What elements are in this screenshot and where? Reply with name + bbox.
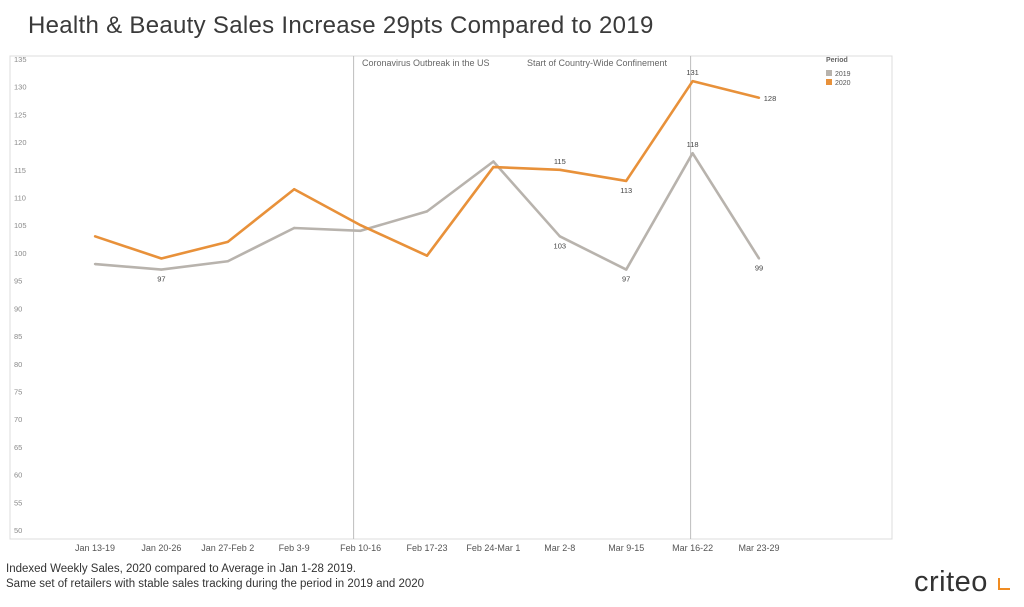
data-point-2019 <box>691 152 694 155</box>
data-point-2019 <box>226 260 229 263</box>
data-label-2019: 97 <box>622 275 630 284</box>
data-point-2019 <box>757 257 761 260</box>
x-tick-label: Jan 27-Feb 2 <box>201 543 254 553</box>
data-point-2020 <box>226 240 229 244</box>
data-label-2020: 131 <box>686 68 699 77</box>
series-line-2020 <box>94 79 760 260</box>
legend: Period 2019 2020 <box>826 57 851 87</box>
y-tick-label: 100 <box>14 249 27 258</box>
data-label-2020: 113 <box>620 186 632 195</box>
data-point-2020 <box>93 235 97 238</box>
legend-title: Period <box>826 57 848 64</box>
annotations: Coronavirus Outbreak in the US Start of C… <box>353 56 692 539</box>
y-tick-label: 95 <box>14 277 22 286</box>
y-tick-label: 70 <box>14 415 22 424</box>
data-point-2019 <box>359 229 362 232</box>
y-tick-label: 80 <box>14 360 22 369</box>
x-tick-label: Mar 23-29 <box>738 543 779 553</box>
x-tick-label: Mar 16-22 <box>672 543 713 553</box>
data-point-2019 <box>293 226 296 230</box>
footnote-methodology: Indexed Weekly Sales, 2020 compared to A… <box>6 563 356 575</box>
x-tick-label: Jan 20-26 <box>141 543 181 553</box>
x-axis: Jan 13-19 Jan 20-26 Jan 27-Feb 2 Feb 3-9 Feb… <box>75 543 780 553</box>
logo-mark-icon <box>998 578 1010 590</box>
data-point-2020 <box>625 179 628 183</box>
series-lines <box>93 79 761 271</box>
data-point-2020 <box>691 79 694 83</box>
data-point-2019 <box>160 268 163 271</box>
data-point-2020 <box>492 165 495 169</box>
x-tick-label: Mar 2-8 <box>544 543 575 553</box>
criteo-logo: criteo <box>914 566 988 598</box>
x-tick-label: Feb 3-9 <box>279 543 310 553</box>
y-tick-label: 120 <box>14 138 27 147</box>
data-labels: 97 103 97 118 99 115 113 131 128 <box>157 68 776 283</box>
data-label-2020: 128 <box>764 94 777 103</box>
data-point-2020 <box>558 168 561 172</box>
data-label-2019: 97 <box>157 275 165 284</box>
y-tick-label: 55 <box>14 498 22 507</box>
x-tick-label: Feb 17-23 <box>406 543 447 553</box>
x-tick-label: Mar 9-15 <box>608 543 644 553</box>
y-tick-label: 115 <box>14 166 26 175</box>
legend-label-2019: 2019 <box>835 71 851 78</box>
y-tick-label: 125 <box>14 110 27 119</box>
data-point-2020 <box>425 254 429 257</box>
y-tick-label: 110 <box>14 194 26 203</box>
footnote-retailers: Same set of retailers with stable sales … <box>6 578 425 590</box>
annotation-label: Start of Country-Wide Confinement <box>527 58 668 68</box>
data-point-2020 <box>293 188 296 191</box>
chart-title: Health & Beauty Sales Increase 29pts Com… <box>28 12 654 39</box>
x-tick-label: Jan 13-19 <box>75 543 115 553</box>
plot-frame <box>9 55 893 540</box>
data-label-2020: 115 <box>554 157 566 166</box>
y-tick-label: 130 <box>14 83 27 92</box>
data-point-2020 <box>359 224 362 227</box>
data-point-2019 <box>492 160 495 163</box>
legend-label-2020: 2020 <box>835 80 851 87</box>
y-tick-label: 60 <box>14 471 22 480</box>
data-point-2020 <box>160 257 163 260</box>
y-tick-label: 65 <box>14 443 22 452</box>
data-point-2019 <box>425 210 429 213</box>
data-point-2019 <box>93 262 97 266</box>
y-tick-label: 105 <box>14 221 27 230</box>
data-point-2020 <box>757 96 761 99</box>
y-tick-label: 90 <box>14 304 22 313</box>
data-label-2019: 103 <box>554 241 567 250</box>
legend-swatch-2020 <box>826 79 832 85</box>
y-tick-label: 75 <box>14 387 22 396</box>
annotation-label: Coronavirus Outbreak in the US <box>362 58 490 68</box>
y-tick-label: 135 <box>14 55 27 64</box>
y-axis: 50 55 60 65 70 75 80 85 90 95 100 105 110 115 120 125 13… <box>14 55 27 535</box>
data-label-2019: 118 <box>687 140 699 149</box>
x-tick-label: Feb 10-16 <box>340 543 381 553</box>
y-tick-label: 85 <box>14 332 22 341</box>
data-point-2019 <box>625 268 628 271</box>
x-tick-label: Feb 24-Mar 1 <box>466 543 520 553</box>
legend-swatch-2019 <box>826 70 832 76</box>
data-label-2019: 99 <box>755 263 763 272</box>
data-point-2019 <box>558 235 561 238</box>
y-tick-label: 50 <box>14 526 22 535</box>
